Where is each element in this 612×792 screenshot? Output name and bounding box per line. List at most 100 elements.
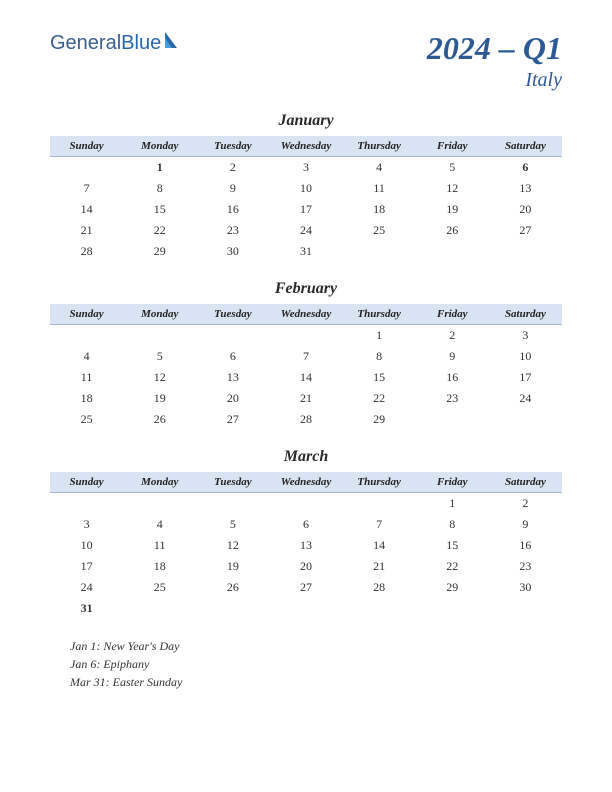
calendar-cell: 1 (416, 493, 489, 515)
calendar-cell: 14 (343, 535, 416, 556)
calendars-container: January SundayMondayTuesdayWednesdayThurs… (50, 112, 562, 619)
calendar-cell: 11 (123, 535, 196, 556)
calendar-cell: 22 (416, 556, 489, 577)
calendar-row: 12 (50, 493, 562, 515)
month-block: MarchSundayMondayTuesdayWednesdayThursda… (50, 448, 562, 619)
calendar-cell (343, 493, 416, 515)
month-name: January (50, 112, 562, 130)
day-header: Friday (416, 304, 489, 325)
calendar-cell: 26 (196, 577, 269, 598)
calendar-cell: 23 (489, 556, 562, 577)
calendar-cell: 20 (489, 199, 562, 220)
calendar-cell: 11 (343, 178, 416, 199)
calendar-cell: 15 (416, 535, 489, 556)
calendar-cell: 8 (416, 514, 489, 535)
calendar-cell: 19 (416, 199, 489, 220)
calendar-cell (50, 325, 123, 347)
calendar-cell (416, 409, 489, 430)
calendar-row: 31 (50, 598, 562, 619)
calendar-cell (123, 493, 196, 515)
day-header: Sunday (50, 472, 123, 493)
calendar-cell: 25 (343, 220, 416, 241)
month-block: JanuarySundayMondayTuesdayWednesdayThurs… (50, 112, 562, 262)
calendar-row: 24252627282930 (50, 577, 562, 598)
calendar-cell: 5 (196, 514, 269, 535)
calendar-cell: 30 (196, 241, 269, 262)
holiday-entry: Jan 6: Epiphany (70, 655, 562, 673)
calendar-cell: 7 (269, 346, 342, 367)
calendar-cell: 10 (50, 535, 123, 556)
calendar-cell: 7 (343, 514, 416, 535)
calendar-cell: 29 (123, 241, 196, 262)
page-subtitle: Italy (427, 69, 562, 92)
calendar-cell (416, 598, 489, 619)
day-header: Saturday (489, 472, 562, 493)
calendar-cell (489, 409, 562, 430)
calendar-cell: 23 (196, 220, 269, 241)
calendar-cell: 28 (343, 577, 416, 598)
calendar-cell: 4 (123, 514, 196, 535)
calendar-cell (343, 598, 416, 619)
calendar-cell: 27 (196, 409, 269, 430)
logo-sail-icon (163, 30, 181, 56)
day-header: Thursday (343, 472, 416, 493)
calendar-cell: 24 (489, 388, 562, 409)
calendar-cell: 29 (343, 409, 416, 430)
calendar-cell: 24 (50, 577, 123, 598)
holidays-list: Jan 1: New Year's Day Jan 6: Epiphany Ma… (50, 637, 562, 691)
calendar-cell (196, 493, 269, 515)
calendar-cell: 25 (123, 577, 196, 598)
calendar-cell: 2 (416, 325, 489, 347)
calendar-cell: 6 (489, 157, 562, 179)
calendar-cell: 18 (343, 199, 416, 220)
calendar-cell: 15 (343, 367, 416, 388)
calendar-row: 3456789 (50, 514, 562, 535)
day-header: Wednesday (269, 136, 342, 157)
calendar-table: SundayMondayTuesdayWednesdayThursdayFrid… (50, 304, 562, 430)
holiday-entry: Mar 31: Easter Sunday (70, 673, 562, 691)
calendar-row: 2526272829 (50, 409, 562, 430)
calendar-cell: 9 (196, 178, 269, 199)
calendar-cell: 13 (196, 367, 269, 388)
calendar-cell: 21 (269, 388, 342, 409)
calendar-cell: 22 (343, 388, 416, 409)
calendar-row: 18192021222324 (50, 388, 562, 409)
calendar-cell (50, 493, 123, 515)
calendar-cell: 18 (50, 388, 123, 409)
calendar-cell: 8 (343, 346, 416, 367)
calendar-cell (416, 241, 489, 262)
month-name: March (50, 448, 562, 466)
day-header: Wednesday (269, 472, 342, 493)
calendar-cell: 31 (50, 598, 123, 619)
calendar-cell: 12 (123, 367, 196, 388)
calendar-cell: 29 (416, 577, 489, 598)
calendar-cell: 17 (489, 367, 562, 388)
month-block: FebruarySundayMondayTuesdayWednesdayThur… (50, 280, 562, 430)
holiday-entry: Jan 1: New Year's Day (70, 637, 562, 655)
calendar-cell (196, 598, 269, 619)
calendar-cell: 31 (269, 241, 342, 262)
calendar-cell: 7 (50, 178, 123, 199)
calendar-cell: 4 (343, 157, 416, 179)
calendar-row: 45678910 (50, 346, 562, 367)
day-header: Saturday (489, 304, 562, 325)
day-header: Friday (416, 472, 489, 493)
calendar-cell: 6 (196, 346, 269, 367)
calendar-row: 78910111213 (50, 178, 562, 199)
calendar-cell: 25 (50, 409, 123, 430)
calendar-cell: 10 (269, 178, 342, 199)
calendar-cell: 3 (50, 514, 123, 535)
day-header: Thursday (343, 304, 416, 325)
calendar-cell: 12 (196, 535, 269, 556)
calendar-cell: 1 (123, 157, 196, 179)
calendar-row: 11121314151617 (50, 367, 562, 388)
calendar-cell: 19 (123, 388, 196, 409)
calendar-cell (269, 598, 342, 619)
calendar-cell: 6 (269, 514, 342, 535)
calendar-cell: 2 (196, 157, 269, 179)
day-header: Monday (123, 136, 196, 157)
calendar-cell: 18 (123, 556, 196, 577)
calendar-cell: 17 (269, 199, 342, 220)
calendar-cell: 19 (196, 556, 269, 577)
calendar-cell: 2 (489, 493, 562, 515)
